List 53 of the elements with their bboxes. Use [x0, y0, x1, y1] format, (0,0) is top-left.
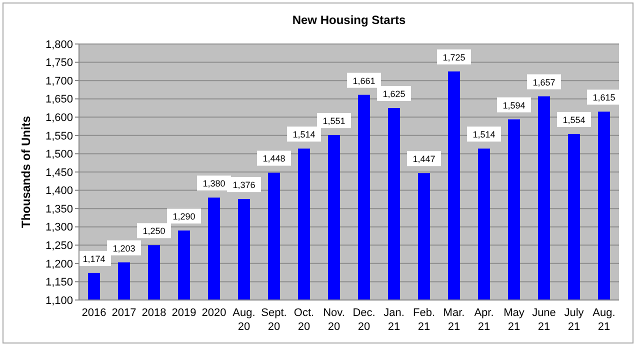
data-label: 1,625	[382, 89, 406, 99]
data-label: 1,554	[562, 114, 586, 125]
y-tick-label: 1,100	[45, 294, 73, 307]
y-tick-label: 1,800	[45, 38, 73, 51]
x-tick-label: 2016	[82, 307, 106, 319]
data-label: 1,594	[502, 100, 526, 110]
x-tick-label: Mar. 21	[443, 307, 465, 333]
y-tick-label: 1,600	[45, 112, 73, 124]
data-label: 1,661	[352, 76, 376, 86]
data-label: 1,448	[262, 154, 286, 164]
x-tick-label: Aug. 21	[592, 307, 616, 333]
data-label: 1,250	[142, 226, 166, 236]
y-tick-label: 1,300	[45, 222, 73, 234]
x-tick-label: 2019	[172, 307, 196, 319]
x-tick-label: Nov. 20	[323, 307, 345, 333]
y-tick-label: 1,750	[45, 57, 73, 70]
data-label: 1,725	[442, 52, 466, 62]
x-tick-label: June 21	[532, 307, 556, 333]
x-tick-label: Sept. 20	[261, 307, 287, 333]
x-tick-label: July 21	[564, 307, 584, 333]
x-tick-label: Aug. 20	[232, 307, 256, 333]
y-tick-label: 1,350	[45, 203, 73, 216]
data-label: 1,657	[532, 77, 556, 88]
y-tick-label: 1,200	[45, 258, 73, 270]
x-tick-label: Jan. 21	[384, 307, 404, 333]
y-tick-label: 1,250	[45, 240, 73, 252]
y-axis-title: Thousands of Units	[19, 116, 33, 228]
y-tick-label: 1,700	[45, 75, 73, 88]
data-label: 1,203	[112, 243, 136, 254]
data-label: 1,551	[322, 116, 346, 126]
data-label: 1,376	[232, 180, 256, 190]
y-tick-label: 1,650	[45, 94, 73, 106]
x-tick-label: 2018	[142, 307, 166, 319]
data-label: 1,514	[292, 130, 316, 140]
x-tick-label: May 21	[504, 307, 525, 333]
data-label: 1,174	[82, 254, 106, 264]
x-tick-label: Dec. 20	[352, 307, 376, 333]
data-label: 1,290	[172, 212, 196, 222]
x-tick-label: 2017	[112, 307, 136, 319]
y-tick-label: 1,150	[45, 276, 73, 289]
y-tick-label: 1,450	[45, 166, 73, 179]
data-label: 1,615	[592, 92, 616, 103]
data-label: 1,380	[202, 178, 226, 189]
data-label: 1,447	[412, 154, 436, 164]
chart-title: New Housing Starts	[292, 13, 406, 27]
x-tick-label: Feb. 21	[412, 307, 436, 333]
x-tick-label: 2020	[202, 307, 226, 319]
x-tick-label: Oct. 20	[294, 307, 314, 333]
y-tick-label: 1,400	[45, 185, 73, 198]
x-tick-label: Apr. 21	[474, 307, 494, 333]
data-label: 1,514	[472, 130, 496, 140]
y-tick-label: 1,550	[45, 130, 73, 142]
y-tick-label: 1,500	[45, 148, 73, 161]
